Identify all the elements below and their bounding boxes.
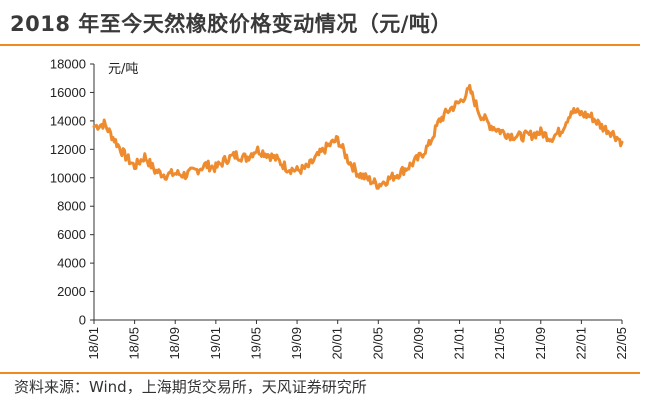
- y-axis-unit-label: 元/吨: [108, 62, 138, 77]
- y-tick-label: 8000: [57, 199, 86, 214]
- y-tick-label: 6000: [57, 227, 86, 242]
- series-line-rubber-price: [92, 83, 624, 190]
- x-tick-label: 21/05: [492, 327, 507, 360]
- x-tick-label: 20/01: [330, 327, 345, 360]
- y-tick-label: 18000: [50, 57, 86, 72]
- x-tick-label: 21/09: [533, 327, 548, 360]
- x-axis: 18/01 18/05 18/09 19/01 19/05 19/09 20/01 20/05…: [86, 319, 629, 360]
- x-tick-label: 19/05: [248, 327, 263, 360]
- x-tick-label: 18/01: [86, 327, 101, 360]
- y-axis: 0 2000 4000 6000 8000 10000 12000 14000 16000 180…: [50, 57, 95, 328]
- y-tick-label: 12000: [50, 142, 86, 157]
- y-tick-label: 14000: [50, 113, 86, 128]
- y-tick-label: 16000: [50, 85, 86, 100]
- x-tick-label: 19/01: [208, 327, 223, 360]
- x-tick-label: 20/05: [370, 327, 385, 360]
- y-tick-label: 0: [79, 313, 86, 328]
- price-line-chart: 0 2000 4000 6000 8000 10000 12000 14000 16000 180…: [50, 57, 629, 360]
- x-tick-label: 18/09: [167, 327, 182, 360]
- x-tick-label: 21/01: [452, 327, 467, 360]
- x-tick-label: 19/09: [289, 327, 304, 360]
- y-tick-label: 2000: [57, 284, 86, 299]
- title-divider: [0, 44, 640, 46]
- y-tick-label: 10000: [50, 170, 86, 185]
- x-tick-label: 18/05: [127, 327, 142, 360]
- page-title: 2018 年至今天然橡胶价格变动情况（元/吨）: [10, 12, 452, 36]
- x-tick-label: 22/01: [573, 327, 588, 360]
- footer-divider: [0, 372, 640, 374]
- y-tick-label: 4000: [57, 256, 86, 271]
- source-note: 资料来源：Wind，上海期货交易所，天风证券研究所: [14, 378, 367, 396]
- x-tick-label: 20/09: [411, 327, 426, 360]
- x-tick-label: 22/05: [614, 327, 629, 360]
